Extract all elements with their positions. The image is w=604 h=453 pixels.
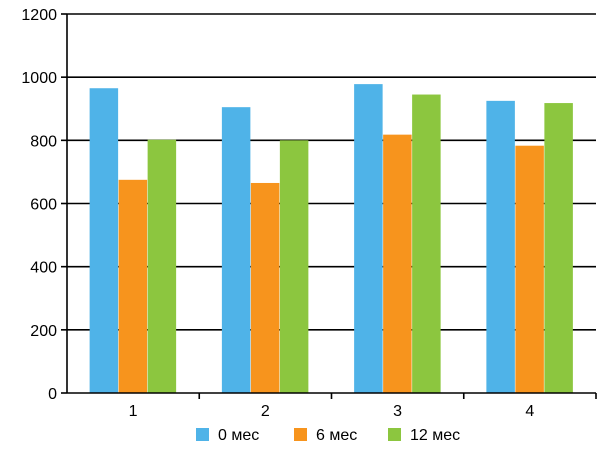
- legend: 0 мес 6 мес 12 мес: [196, 427, 460, 444]
- y-tick-label: 200: [30, 323, 57, 340]
- legend-swatch: [294, 428, 307, 441]
- legend-label: 12 мес: [410, 427, 460, 444]
- bar-6-mes-cat-1: [118, 179, 148, 393]
- bar-0-mes-cat-2: [221, 107, 251, 393]
- bar-0-mes-cat-4: [486, 100, 515, 394]
- bar-0-mes-cat-1: [89, 88, 119, 394]
- y-tick-label: 1000: [21, 70, 57, 87]
- bar-12-mes-cat-3: [412, 94, 441, 393]
- y-tick-label: 600: [30, 197, 57, 214]
- bars: [89, 84, 573, 394]
- legend-label: 0 мес: [218, 427, 259, 444]
- bar-12-mes-cat-4: [544, 103, 573, 393]
- bar-6-mes-cat-3: [383, 134, 412, 394]
- legend-label: 6 мес: [316, 427, 357, 444]
- y-tick-label: 400: [30, 260, 57, 277]
- legend-swatch: [388, 428, 401, 441]
- y-tick-label: 800: [30, 133, 57, 150]
- x-tick-label: 1: [129, 403, 138, 420]
- bar-12-mes-cat-1: [147, 139, 177, 393]
- x-tick-label: 2: [261, 403, 270, 420]
- bar-12-mes-cat-2: [279, 140, 309, 393]
- bar-0-mes-cat-3: [354, 84, 383, 394]
- x-tick-label: 3: [393, 403, 402, 420]
- bar-6-mes-cat-2: [250, 182, 280, 393]
- bar-6-mes-cat-4: [515, 145, 544, 393]
- y-tick-labels: 0 200 400 600 800 1000 1200: [21, 7, 67, 403]
- x-tick-label: 4: [525, 403, 534, 420]
- y-tick-label: 1200: [21, 7, 57, 24]
- legend-swatch: [196, 428, 209, 441]
- x-tick-labels: 1 2 3 4: [129, 393, 597, 420]
- y-tick-label: 0: [48, 386, 57, 403]
